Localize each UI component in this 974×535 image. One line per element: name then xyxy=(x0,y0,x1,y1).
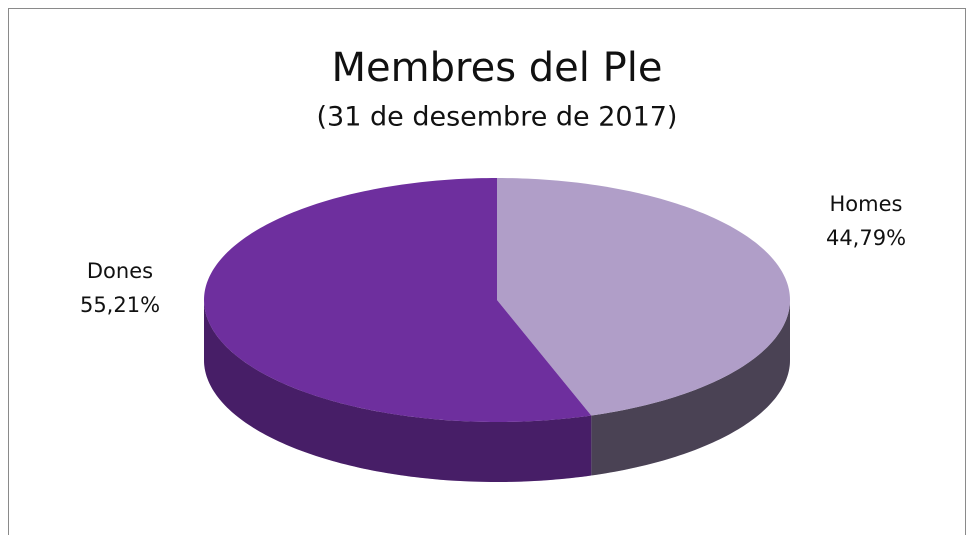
slice-side-shade xyxy=(591,300,790,476)
chart-border xyxy=(8,8,966,535)
chart-title: Membres del Ple xyxy=(332,45,663,91)
slice-side xyxy=(204,300,592,482)
slice-label: Dones xyxy=(87,259,153,283)
slice-side-shade xyxy=(204,300,592,482)
slice-label: Homes xyxy=(830,192,903,216)
slice xyxy=(497,178,790,416)
chart-subtitle: (31 de desembre de 2017) xyxy=(317,102,678,133)
slice-value-label: 44,79% xyxy=(826,226,906,250)
slice xyxy=(204,178,592,422)
slice-value-label: 55,21% xyxy=(80,293,160,317)
